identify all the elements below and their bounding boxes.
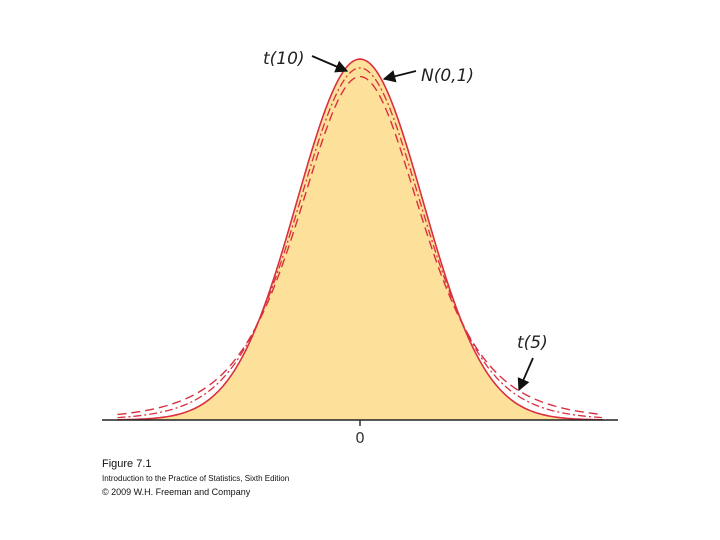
label-t5: t(5) xyxy=(517,333,548,353)
label-normal: N(0,1) xyxy=(421,66,474,86)
label-t10: t(10) xyxy=(263,49,305,69)
t10-curve xyxy=(117,67,603,419)
arrow-t5 xyxy=(517,357,534,392)
figure-caption-book: Introduction to the Practice of Statisti… xyxy=(102,474,290,483)
normal-curve xyxy=(117,58,603,421)
arrow-normal xyxy=(382,70,417,83)
arrow-t10 xyxy=(311,55,349,73)
normal-curve-fill xyxy=(117,59,603,421)
x-tick-label-zero: 0 xyxy=(355,429,365,447)
figure-caption-title: Figure 7.1 xyxy=(102,458,152,470)
figure-caption-copyright: © 2009 W.H. Freeman and Company xyxy=(102,487,251,497)
t5-curve xyxy=(117,75,603,416)
